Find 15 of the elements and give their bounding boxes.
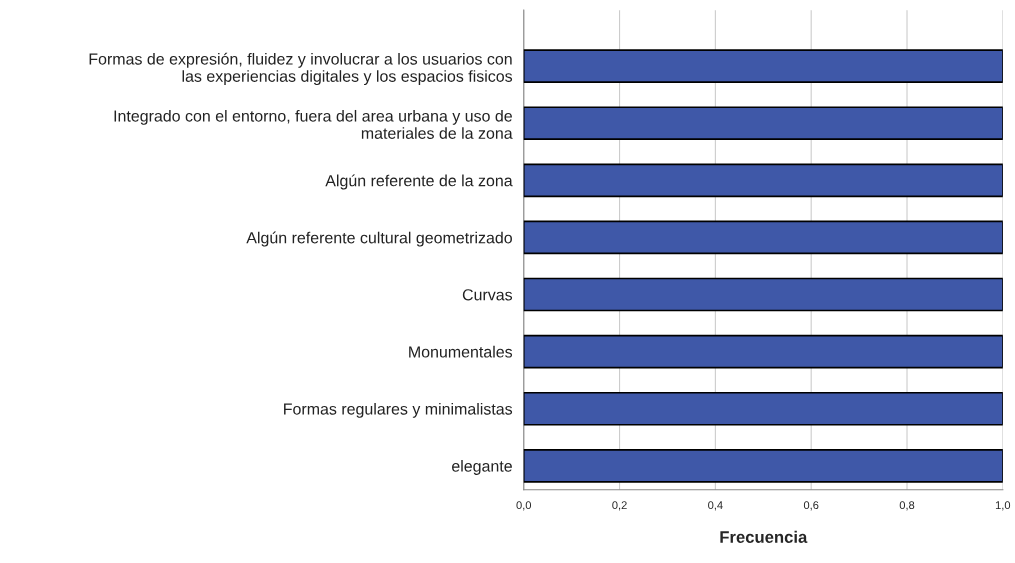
x-tick-label: 0,6 xyxy=(803,501,819,511)
x-tick-label: 0,0 xyxy=(516,501,532,511)
y-tick-label: elegante xyxy=(452,460,512,475)
y-tick-label: Formas de expresión, fluidez y involucrar a los usuarios con las experiencias digitales y los espacios fisicos xyxy=(89,52,513,86)
y-tick-label: Algún referente de la zona xyxy=(325,174,513,190)
x-axis-title: Frecuencia xyxy=(720,530,808,543)
y-tick-label: Formas regulares y minimalistas xyxy=(284,402,513,418)
x-tick-label: 0,8 xyxy=(899,501,915,511)
x-tick-label: 1,0 xyxy=(995,501,1011,511)
y-tick-label: Algún referente cultural geometrizado xyxy=(246,231,512,247)
x-tick-label: 0,4 xyxy=(708,501,723,511)
y-tick-label: Monumentales xyxy=(409,345,513,358)
y-tick-label: Integrado con el entorno, fuera del area urbana y uso de materiales de la zona xyxy=(114,109,513,139)
x-tick-label: 0,2 xyxy=(612,501,627,511)
y-tick-label: Curvas xyxy=(462,289,513,301)
